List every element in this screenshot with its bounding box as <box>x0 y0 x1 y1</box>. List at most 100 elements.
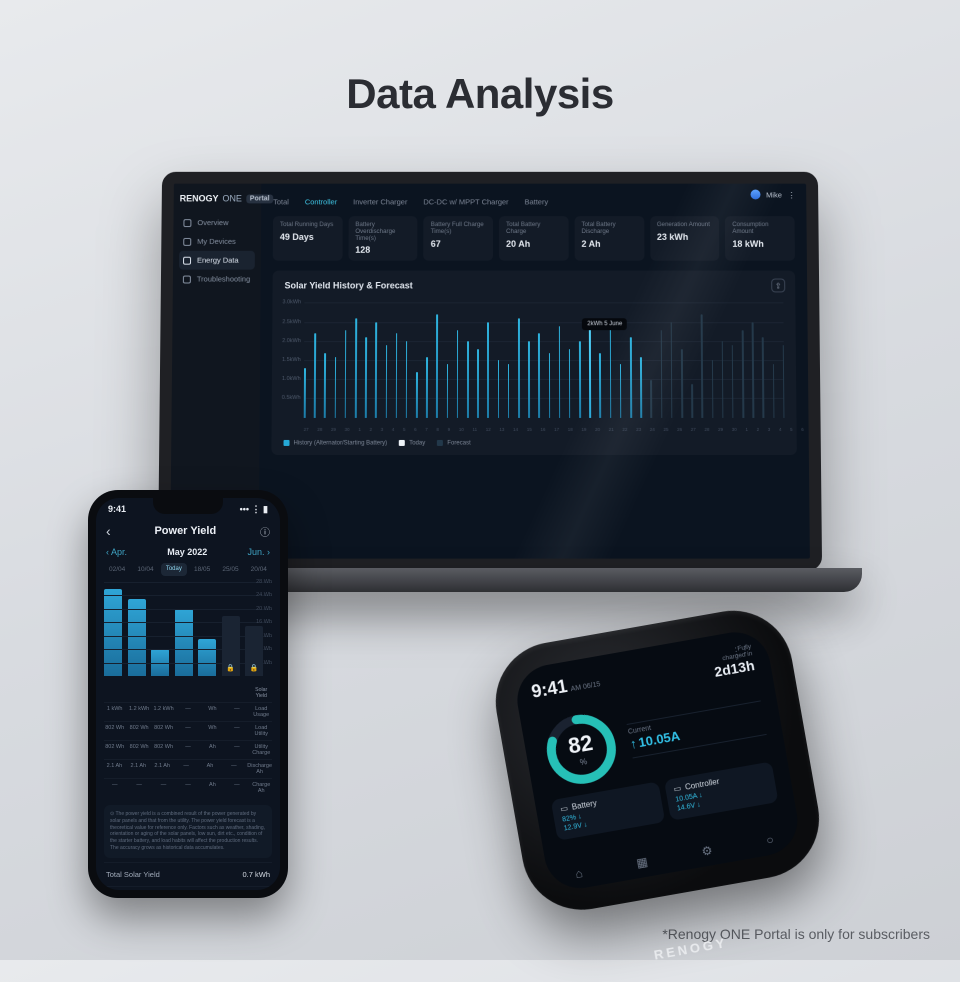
grid-icon[interactable]: ▦ <box>635 855 649 871</box>
date-strip[interactable]: 02/0410/04Today18/0525/0520/04 <box>96 563 280 582</box>
date-cell[interactable]: 20/04 <box>246 563 272 576</box>
tab-battery[interactable]: Battery <box>524 197 548 206</box>
brand-logo: RENOGY ONE Portal <box>180 194 256 204</box>
chart-bar[interactable] <box>416 372 418 418</box>
chart-bar[interactable] <box>711 360 713 418</box>
chart-bar[interactable] <box>528 341 530 418</box>
phone-chart-bar[interactable] <box>128 599 146 676</box>
download-icon[interactable]: ⇪ <box>771 279 785 293</box>
overview-icon <box>183 219 191 227</box>
stat-card: Battery Overdischarge Time(s)128 <box>348 216 418 261</box>
sidebar-item-my-devices[interactable]: My Devices <box>179 232 255 251</box>
chart-bar[interactable] <box>691 384 693 419</box>
table-row: 802 Wh802 Wh802 Wh—Wh—Load Utility <box>104 721 272 740</box>
chart-bar[interactable] <box>406 341 408 418</box>
chart-bar[interactable] <box>752 322 754 418</box>
phone-chart-bar[interactable] <box>245 626 263 676</box>
date-cell[interactable]: Today <box>161 563 187 576</box>
trouble-icon <box>183 275 191 283</box>
phone-chart-bar[interactable] <box>222 616 240 676</box>
tab-bar: Total Controller Inverter Charger DC-DC w/ … <box>273 197 794 206</box>
chart-bar[interactable] <box>385 345 387 418</box>
chart-bar[interactable] <box>396 334 398 419</box>
chart-bar[interactable] <box>579 341 581 418</box>
chart-bar[interactable] <box>773 364 775 418</box>
summary-row: Total Solar Yield0.7 kWh <box>104 862 272 886</box>
chart-bar[interactable] <box>742 330 744 419</box>
power-icon[interactable]: ○ <box>765 832 775 847</box>
sidebar-item-troubleshooting[interactable]: Troubleshooting <box>179 270 255 289</box>
tab-controller[interactable]: Controller <box>305 197 337 206</box>
chart-bar[interactable] <box>467 341 469 418</box>
chart-bar[interactable] <box>732 345 734 418</box>
date-cell[interactable]: 18/05 <box>189 563 215 576</box>
legend-item: Forecast <box>437 440 470 447</box>
chart-bar[interactable] <box>375 322 377 418</box>
summary-row: Total Charge Ah2.1 Ah <box>104 886 272 891</box>
kebab-icon[interactable]: ⋮ <box>788 190 797 199</box>
chart-bar[interactable] <box>783 345 785 418</box>
chart-bar[interactable] <box>447 364 449 418</box>
chart-bar[interactable] <box>345 330 347 419</box>
back-icon[interactable]: ‹ <box>106 523 111 539</box>
chart-bar[interactable] <box>670 322 672 418</box>
tab-dc-dc-w-mppt-charger[interactable]: DC-DC w/ MPPT Charger <box>423 197 508 206</box>
phone-chart-bar[interactable] <box>198 639 216 676</box>
chart-bar[interactable] <box>548 353 550 419</box>
stat-card: Total Battery Discharge2 Ah <box>574 216 644 261</box>
chart-bar[interactable] <box>650 380 652 419</box>
chart-bar[interactable] <box>559 326 561 419</box>
chart-bar[interactable] <box>355 318 357 418</box>
chart-bar[interactable] <box>508 364 510 418</box>
chart-bar[interactable] <box>365 337 367 418</box>
chart-bar[interactable] <box>314 334 316 419</box>
chart-bar[interactable] <box>589 322 591 418</box>
chart-bar[interactable] <box>640 357 642 419</box>
controller-icon: ▭ <box>673 784 682 794</box>
next-month[interactable]: Jun. › <box>247 547 270 557</box>
chart-bar[interactable] <box>630 337 632 418</box>
chart-bar[interactable] <box>660 330 662 419</box>
settings-icon[interactable]: ⚙ <box>700 843 713 859</box>
chart-bar[interactable] <box>518 318 520 418</box>
chart-bar[interactable] <box>334 357 336 419</box>
chart-bar[interactable] <box>426 357 428 419</box>
chart-bar[interactable] <box>487 322 489 418</box>
date-cell[interactable]: 25/05 <box>217 563 243 576</box>
stat-cards-row: Total Running Days49 DaysBattery Overdis… <box>273 216 795 261</box>
chart-bar[interactable] <box>457 330 459 419</box>
chart-tooltip: 2kWh 5 June <box>582 318 627 330</box>
home-icon[interactable]: ⌂ <box>574 866 584 881</box>
tab-total[interactable]: Total <box>273 197 289 206</box>
chart-bar[interactable] <box>498 360 500 418</box>
solar-yield-chart: 3.0kWh2.5kWh2.0kWh1.5kWh1.0kWh0.5kWh2728… <box>304 303 785 433</box>
phone-device: 9:41 ••• ⋮ ▮ ‹ Power Yield ⓘ ‹ Apr. May … <box>88 490 288 898</box>
chart-bar[interactable] <box>538 334 540 419</box>
chart-bar[interactable] <box>477 349 479 418</box>
chart-bar[interactable] <box>609 326 611 419</box>
chart-bar[interactable] <box>620 364 622 418</box>
month-selector[interactable]: ‹ Apr. May 2022 Jun. › <box>96 545 280 563</box>
chart-bar[interactable] <box>304 368 306 418</box>
stat-card: Total Running Days49 Days <box>273 216 343 261</box>
chart-bar[interactable] <box>701 314 703 418</box>
chart-bar[interactable] <box>599 353 601 419</box>
avatar-icon <box>750 190 760 200</box>
date-cell[interactable]: 10/04 <box>132 563 158 576</box>
info-icon[interactable]: ⓘ <box>260 524 270 539</box>
chart-bar[interactable] <box>762 337 764 418</box>
table-row: ————Ah—Charge Ah <box>104 778 272 797</box>
chart-bar[interactable] <box>721 341 723 418</box>
sidebar-item-overview[interactable]: Overview <box>179 213 255 232</box>
sidebar-item-energy-data[interactable]: Energy Data <box>179 251 255 270</box>
phone-chart-bar[interactable] <box>175 609 193 676</box>
chart-bar[interactable] <box>569 349 571 418</box>
tab-inverter-charger[interactable]: Inverter Charger <box>353 197 407 206</box>
prev-month[interactable]: ‹ Apr. <box>106 547 127 557</box>
core-clock: 9:41AM 06/15 <box>530 670 602 703</box>
chart-bar[interactable] <box>681 349 683 418</box>
chart-bar[interactable] <box>324 353 326 419</box>
user-menu[interactable]: Mike ⋮ <box>750 190 796 200</box>
date-cell[interactable]: 02/04 <box>104 563 130 576</box>
chart-bar[interactable] <box>436 314 438 418</box>
